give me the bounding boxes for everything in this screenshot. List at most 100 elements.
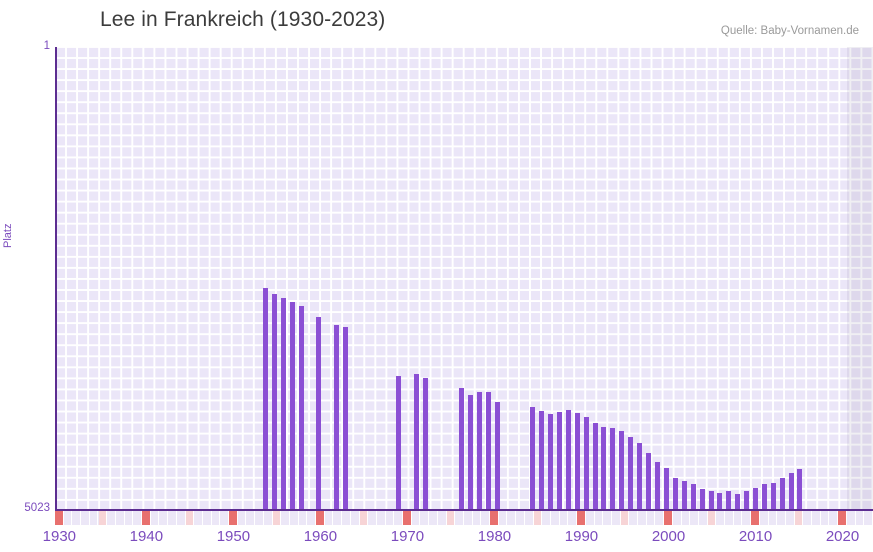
x-tick-cell [194, 511, 203, 525]
bar [797, 469, 803, 510]
x-tick-cell [324, 511, 334, 525]
x-tick-cell [350, 511, 360, 525]
x-tick-cell [516, 511, 525, 525]
x-tick-cell [820, 511, 830, 525]
x-tick-cell [672, 511, 682, 525]
flag-stripe-white [68, 10, 78, 39]
x-tick-cell [829, 511, 839, 525]
x-tick-label: 1950 [216, 528, 251, 545]
bar [646, 453, 652, 510]
x-tick-cell [159, 511, 169, 525]
x-tick-cell [429, 511, 438, 525]
bar [628, 437, 634, 510]
flag-stripe-red [77, 10, 87, 39]
x-tick-cell [255, 511, 264, 525]
x-tick-label: 1980 [477, 528, 512, 545]
x-tick-cell [307, 511, 317, 525]
x-tick-label: 1960 [303, 528, 338, 545]
x-tick-label: 2010 [738, 528, 773, 545]
x-tick-cell [777, 511, 786, 525]
x-tick-cell [403, 511, 412, 525]
x-tick-cell [237, 511, 247, 525]
x-tick-cell [63, 511, 73, 525]
bar [771, 483, 777, 510]
x-tick-cell [768, 511, 778, 525]
bar [396, 376, 402, 510]
y-axis-title: Platz [2, 223, 14, 248]
y-axis-line [55, 47, 57, 510]
x-tick-cell [498, 511, 508, 525]
x-tick-cell [638, 511, 647, 525]
bar [414, 374, 420, 510]
x-tick-cell [107, 511, 116, 525]
x-tick-cell [176, 511, 186, 525]
x-tick-cell [368, 511, 377, 525]
bar [530, 407, 536, 510]
x-tick-label: 1990 [564, 528, 599, 545]
x-tick-cell [342, 511, 351, 525]
x-tick-cell [559, 511, 569, 525]
x-tick-cell [690, 511, 699, 525]
bar [423, 378, 429, 510]
x-tick-cell [202, 511, 212, 525]
x-tick-cell [855, 511, 865, 525]
x-tick-cell [838, 511, 847, 525]
x-tick-cell [646, 511, 656, 525]
x-tick-cell [272, 511, 282, 525]
x-tick-cell [577, 511, 586, 525]
no-data-shade-region [846, 47, 873, 510]
bar [655, 462, 661, 510]
x-tick-cell [803, 511, 813, 525]
x-tick-cell [759, 511, 769, 525]
bar [566, 410, 572, 510]
x-tick-cell [98, 511, 108, 525]
x-tick-cell [707, 511, 717, 525]
bar [290, 302, 296, 510]
x-tick-cell [220, 511, 230, 525]
bar [548, 414, 554, 510]
flag-stripe-blue [58, 10, 68, 39]
chart-header: Lee in Frankreich (1930-2023) Quelle: Ba… [0, 0, 873, 46]
x-axis-line [55, 509, 873, 511]
bar [263, 288, 269, 510]
bar [682, 481, 688, 510]
bar [744, 491, 750, 510]
x-tick-cell [420, 511, 430, 525]
bar [468, 395, 474, 510]
x-tick-cell [716, 511, 726, 525]
bar [664, 468, 670, 510]
bar [753, 488, 759, 510]
bar [575, 413, 581, 510]
x-tick-cell [611, 511, 621, 525]
x-tick-cell [185, 511, 195, 525]
x-tick-label: 1940 [129, 528, 164, 545]
x-tick-cell [333, 511, 343, 525]
bar [272, 294, 278, 510]
bar [709, 491, 715, 510]
x-tick-cell [751, 511, 760, 525]
plot-area [55, 47, 873, 510]
x-tick-cell [742, 511, 752, 525]
x-tick-cell [55, 511, 64, 525]
x-axis-tick-strip [55, 511, 873, 525]
x-tick-cell [620, 511, 630, 525]
bar [762, 484, 768, 510]
x-tick-cell [150, 511, 160, 525]
x-tick-cell [551, 511, 560, 525]
bar [780, 478, 786, 510]
bar [593, 423, 599, 510]
bar [637, 443, 643, 510]
bar [601, 427, 607, 510]
bar [459, 388, 465, 510]
x-tick-cell [142, 511, 151, 525]
x-tick-cell [437, 511, 447, 525]
bar [557, 412, 563, 510]
x-tick-cell [655, 511, 665, 525]
bar [726, 491, 732, 510]
x-tick-cell [124, 511, 134, 525]
x-tick-cell [812, 511, 821, 525]
x-tick-cell [359, 511, 369, 525]
x-tick-cell [594, 511, 604, 525]
x-tick-cell [211, 511, 221, 525]
bar [334, 325, 340, 510]
